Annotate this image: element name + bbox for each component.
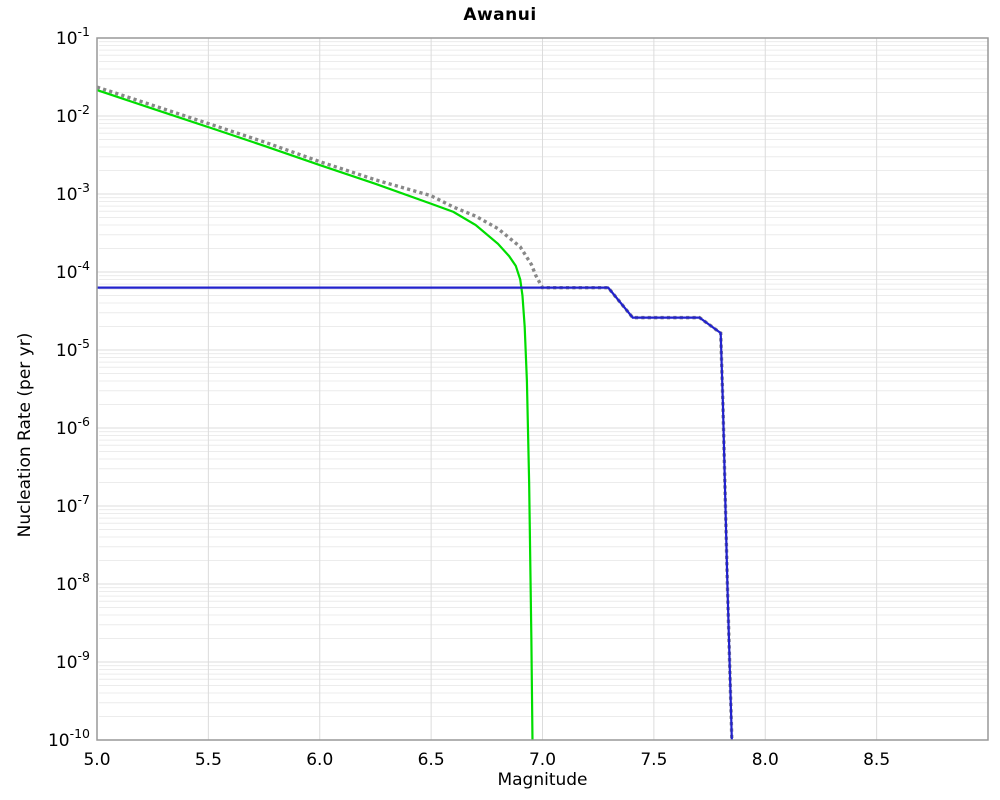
series-green-solid-gr-branch [97,89,534,740]
x-tick-label: 7.0 [529,750,556,770]
y-axis-label: Nucleation Rate (per yr) [15,332,35,538]
y-tick-label: 10-8 [56,570,90,595]
y-tick-label: 10-6 [56,414,90,439]
plot-border [96,37,989,741]
series-blue-solid-characteristic-branch [97,286,733,740]
y-tick-label: 10-2 [56,102,90,127]
x-axis-label: Magnitude [497,770,588,790]
x-tick-label: 6.5 [418,750,445,770]
y-tick-label: 10-4 [56,258,90,283]
x-tick-label: 5.0 [83,750,110,770]
y-tick-label: 10-7 [56,492,90,517]
x-tick-label: 5.5 [195,750,222,770]
x-tick-label: 6.0 [306,750,333,770]
y-tick-label: 10-5 [56,336,90,361]
x-tick-label: 8.0 [752,750,779,770]
y-tick-label: 10-10 [48,726,90,751]
y-tick-label: 10-3 [56,180,90,205]
y-tick-label: 10-1 [56,24,90,49]
chart-title: Awanui [463,5,537,25]
x-tick-label: 7.5 [640,750,667,770]
series-gray-dotted-total-rate [97,85,734,740]
x-tick-label: 8.5 [863,750,890,770]
y-tick-label: 10-9 [56,648,90,673]
